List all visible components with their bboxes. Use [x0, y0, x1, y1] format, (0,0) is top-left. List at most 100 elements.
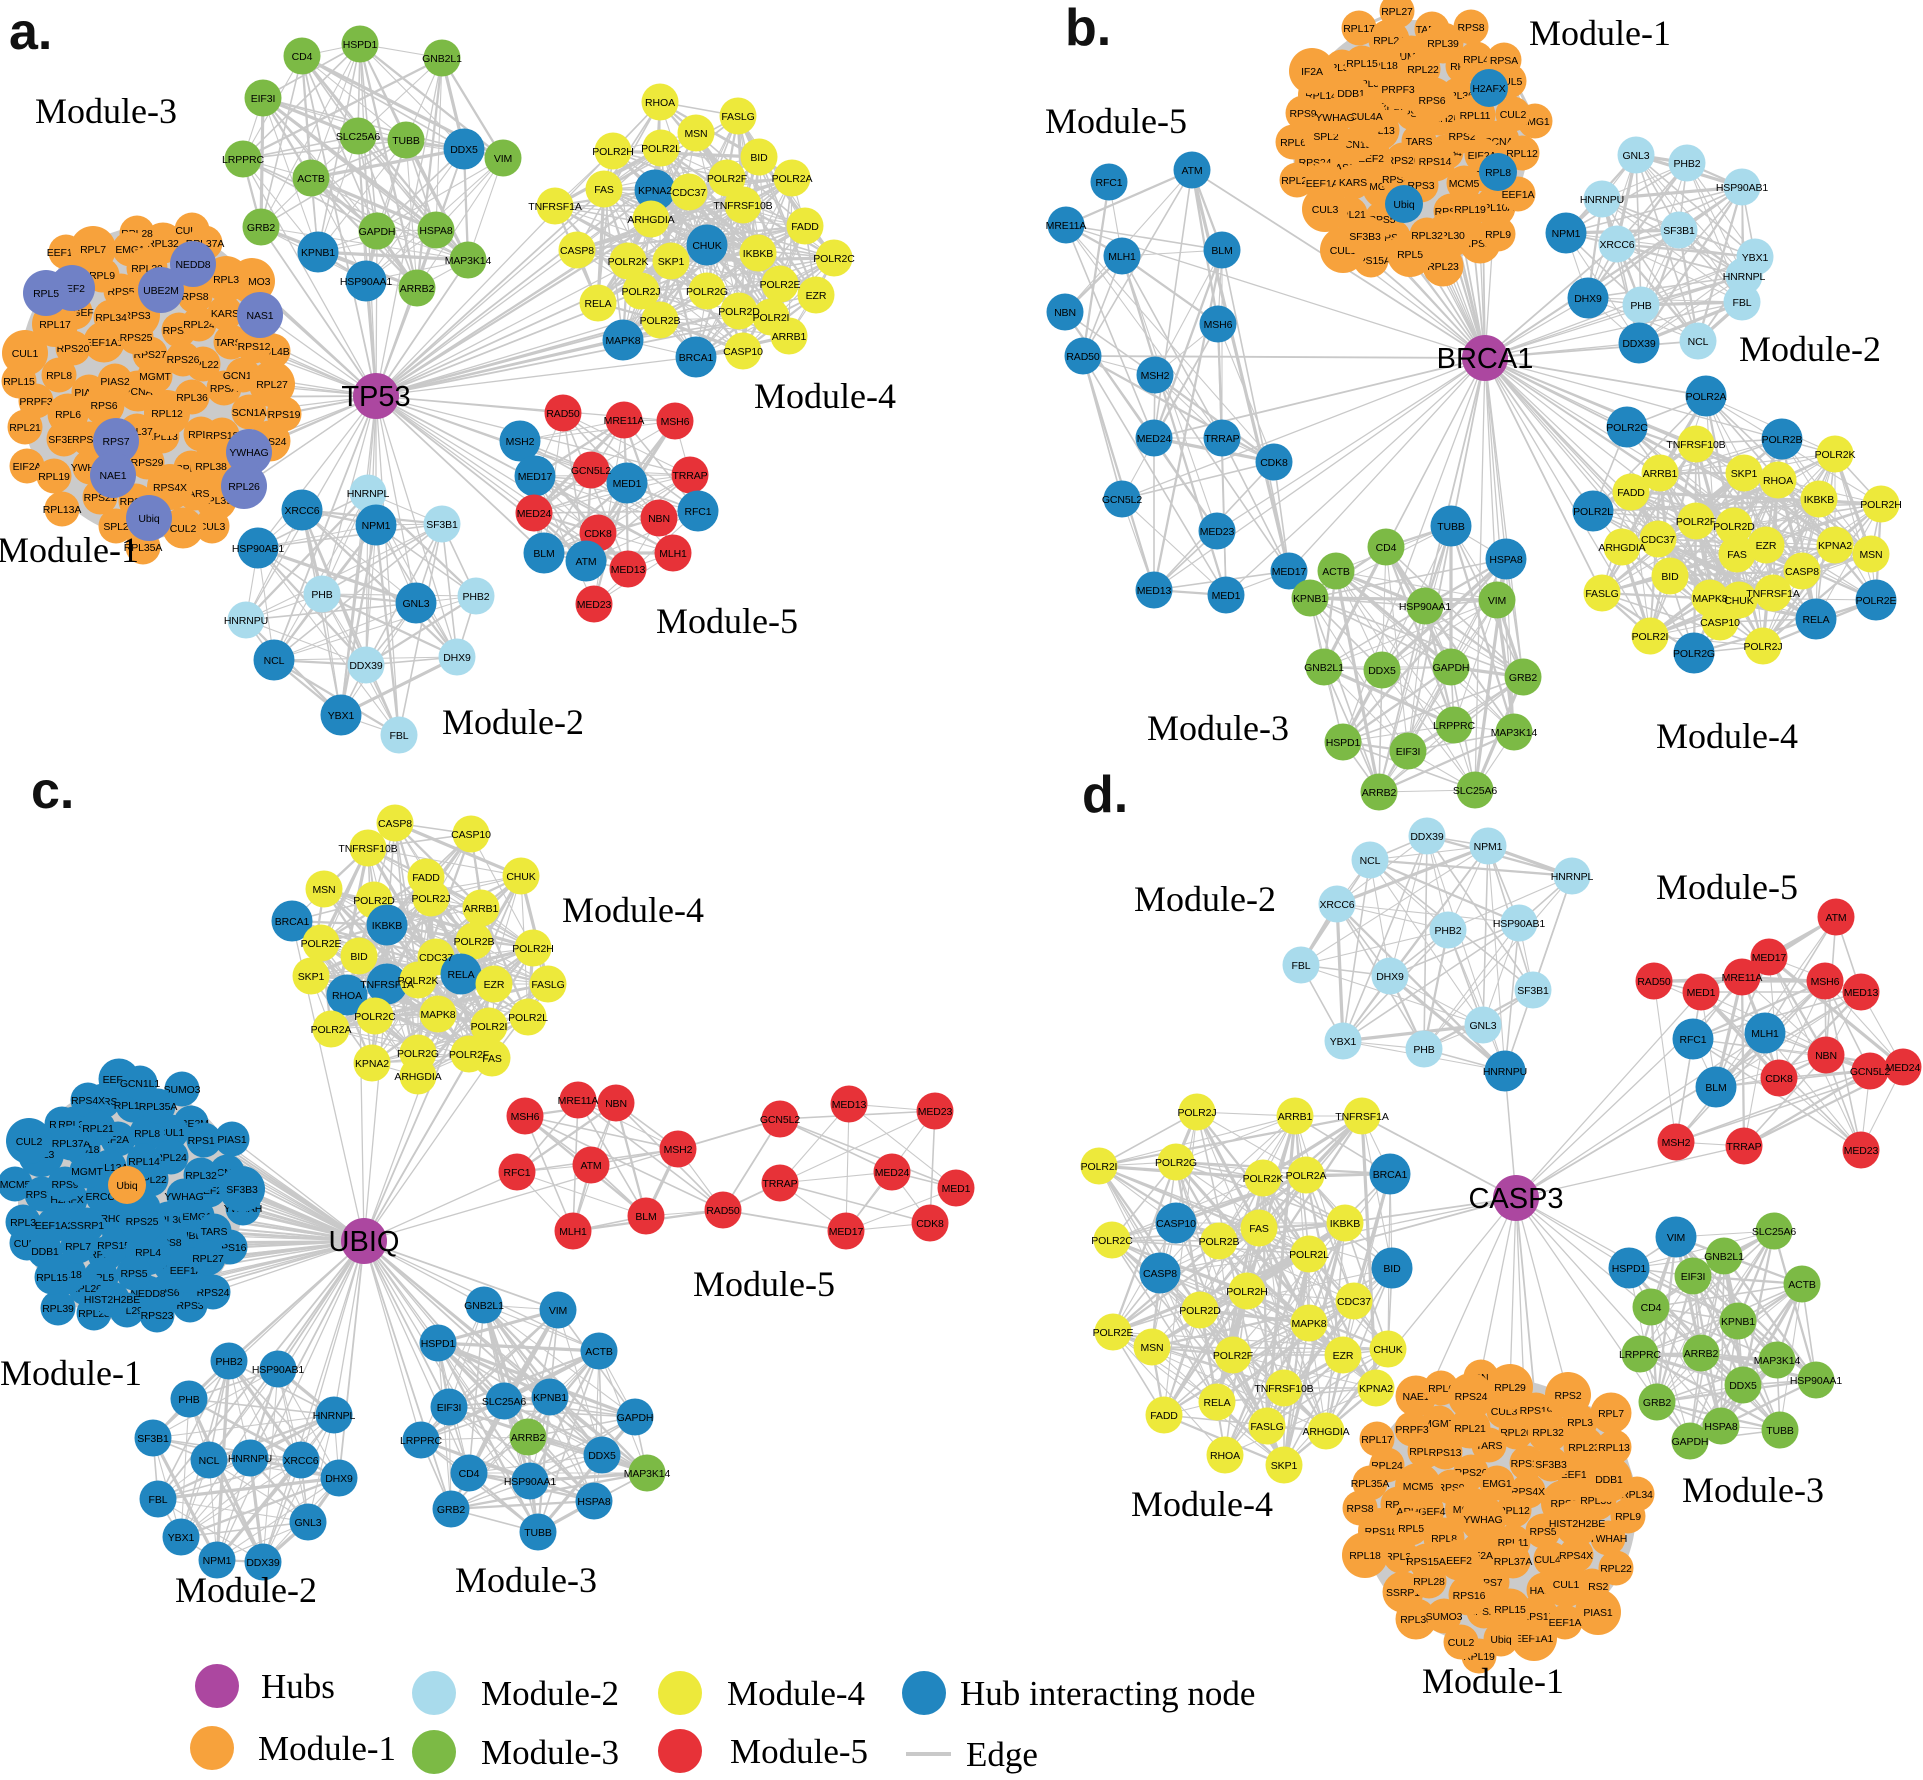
svg-text:POLR2D: POLR2D [718, 306, 760, 318]
svg-text:CASP10: CASP10 [451, 829, 491, 841]
svg-text:BID: BID [1661, 571, 1679, 583]
svg-text:NBN: NBN [648, 513, 670, 525]
svg-text:ACTB: ACTB [1322, 566, 1350, 578]
svg-text:MSN: MSN [312, 884, 335, 896]
svg-text:POLR2K: POLR2K [398, 975, 439, 987]
svg-text:RPL11: RPL11 [1460, 110, 1491, 122]
svg-text:HSPD1: HSPD1 [343, 39, 378, 51]
svg-text:BRCA1: BRCA1 [679, 352, 714, 364]
svg-text:RPL8: RPL8 [46, 370, 72, 382]
svg-text:POLR2B: POLR2B [1762, 434, 1803, 446]
svg-text:SLC25A6: SLC25A6 [336, 131, 381, 143]
svg-text:DDX5: DDX5 [450, 144, 478, 156]
svg-text:POLR2B: POLR2B [454, 936, 495, 948]
svg-text:Ubiq: Ubiq [1393, 199, 1414, 211]
svg-text:RPL15: RPL15 [1346, 58, 1378, 70]
svg-text:RPL17: RPL17 [1343, 23, 1375, 35]
svg-text:FAS: FAS [482, 1053, 502, 1065]
svg-text:POLR2D: POLR2D [1713, 521, 1755, 533]
svg-text:Ubiq: Ubiq [138, 513, 159, 525]
svg-text:VIM: VIM [494, 153, 512, 165]
svg-text:ARRB1: ARRB1 [1643, 468, 1678, 480]
svg-text:MED17: MED17 [518, 471, 553, 483]
svg-text:MSN: MSN [684, 128, 707, 140]
svg-text:FASLG: FASLG [1585, 588, 1618, 600]
svg-text:RPL22: RPL22 [1600, 1563, 1632, 1575]
svg-text:MED1: MED1 [942, 1183, 971, 1195]
svg-text:YWHAG: YWHAG [164, 1191, 203, 1203]
svg-text:YBX1: YBX1 [1742, 252, 1769, 264]
svg-text:GCN5L2: GCN5L2 [571, 465, 612, 477]
svg-text:IKBKB: IKBKB [1804, 494, 1835, 506]
svg-text:RPL27: RPL27 [256, 379, 288, 391]
svg-text:CASP10: CASP10 [723, 346, 763, 358]
svg-text:DDB1: DDB1 [1595, 1474, 1623, 1486]
svg-text:MED24: MED24 [875, 1167, 910, 1179]
svg-text:DDX39: DDX39 [1622, 338, 1656, 350]
svg-text:KPNA2: KPNA2 [638, 185, 672, 197]
svg-text:FAS: FAS [1727, 549, 1747, 561]
svg-text:HNRNPL: HNRNPL [347, 488, 390, 500]
svg-text:RPL32: RPL32 [1532, 1427, 1564, 1439]
svg-text:SUMO3: SUMO3 [1426, 1611, 1463, 1623]
svg-text:RPL13A: RPL13A [43, 504, 82, 516]
svg-text:RPL6: RPL6 [55, 409, 81, 421]
svg-text:CASP8: CASP8 [378, 818, 412, 830]
svg-text:HNRNPU: HNRNPU [1580, 194, 1624, 206]
svg-text:PHB2: PHB2 [462, 591, 489, 603]
svg-text:POLR2E: POLR2E [301, 938, 342, 950]
svg-text:POLR2L: POLR2L [641, 143, 681, 155]
svg-text:EIF3I: EIF3I [1396, 746, 1421, 758]
svg-text:FADD: FADD [1617, 487, 1645, 499]
svg-text:RPS26: RPS26 [167, 354, 200, 366]
svg-text:RPL39: RPL39 [1427, 38, 1459, 50]
svg-text:HSP90AB1: HSP90AB1 [1716, 182, 1769, 194]
svg-text:RPL3: RPL3 [213, 274, 239, 286]
svg-text:CUL3: CUL3 [1312, 204, 1339, 216]
svg-text:MED1: MED1 [1212, 590, 1241, 602]
svg-text:IKBKB: IKBKB [743, 248, 774, 260]
svg-text:POLR2B: POLR2B [640, 315, 681, 327]
svg-text:ATM: ATM [580, 1160, 601, 1172]
svg-text:RPL21: RPL21 [82, 1123, 114, 1135]
svg-text:HNRNPU: HNRNPU [224, 615, 268, 627]
svg-text:TRRAP: TRRAP [762, 1178, 797, 1190]
svg-text:RPS25: RPS25 [126, 1216, 159, 1228]
svg-text:RPL35A: RPL35A [1351, 1478, 1390, 1490]
svg-text:BRCA1: BRCA1 [275, 916, 310, 928]
svg-text:CD4: CD4 [292, 51, 313, 63]
svg-text:MSN: MSN [1859, 549, 1882, 561]
svg-text:RPS4X: RPS4X [153, 482, 187, 494]
svg-text:PHB: PHB [1630, 300, 1651, 312]
svg-text:FASLG: FASLG [531, 979, 564, 991]
svg-text:MED23: MED23 [577, 599, 612, 611]
svg-text:MLH1: MLH1 [1108, 251, 1136, 263]
svg-text:RPL7: RPL7 [65, 1241, 91, 1253]
svg-text:RPS6: RPS6 [90, 400, 117, 412]
svg-text:RELA: RELA [447, 969, 474, 981]
svg-text:ARRB1: ARRB1 [772, 331, 807, 343]
svg-text:POLR2F: POLR2F [707, 173, 747, 185]
svg-text:RPL15: RPL15 [1494, 1604, 1526, 1616]
svg-text:EEF1A: EEF1A [1549, 1617, 1582, 1629]
svg-text:POLR2I: POLR2I [471, 1021, 508, 1033]
svg-text:PHB2: PHB2 [1673, 158, 1700, 170]
svg-text:RPS24: RPS24 [1455, 1391, 1488, 1403]
svg-text:POLR2E: POLR2E [760, 279, 801, 291]
svg-text:MAP3K14: MAP3K14 [445, 255, 492, 267]
svg-text:TNFRSF10B: TNFRSF10B [713, 200, 772, 212]
svg-text:MSH2: MSH2 [506, 436, 535, 448]
svg-text:POLR2H: POLR2H [592, 146, 633, 158]
svg-text:RPS6: RPS6 [1418, 95, 1445, 107]
svg-text:ATM: ATM [575, 556, 596, 568]
svg-text:HSP90AB1: HSP90AB1 [232, 543, 285, 555]
svg-text:YBX1: YBX1 [328, 710, 355, 722]
svg-text:RELA: RELA [1802, 614, 1829, 626]
svg-text:MGMT: MGMT [139, 371, 171, 383]
svg-text:KPNA2: KPNA2 [355, 1058, 389, 1070]
svg-text:HSPA8: HSPA8 [419, 225, 452, 237]
svg-text:CASP10: CASP10 [1700, 617, 1740, 629]
svg-text:RPL8: RPL8 [134, 1128, 160, 1140]
svg-text:GRB2: GRB2 [1509, 672, 1537, 684]
svg-text:POLR2C: POLR2C [813, 253, 855, 265]
